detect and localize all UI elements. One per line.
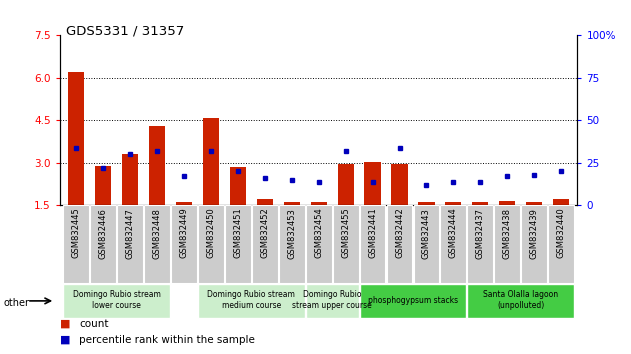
FancyBboxPatch shape bbox=[360, 205, 386, 283]
Text: GSM832442: GSM832442 bbox=[395, 208, 404, 258]
Bar bbox=[95, 166, 111, 205]
Bar bbox=[365, 162, 380, 205]
FancyBboxPatch shape bbox=[279, 205, 305, 283]
FancyBboxPatch shape bbox=[225, 205, 251, 283]
Bar bbox=[283, 202, 300, 205]
Text: GSM832438: GSM832438 bbox=[503, 208, 512, 259]
Text: GSM832440: GSM832440 bbox=[557, 208, 566, 258]
FancyBboxPatch shape bbox=[198, 284, 305, 318]
Text: phosphogypsum stacks: phosphogypsum stacks bbox=[368, 296, 458, 305]
FancyBboxPatch shape bbox=[252, 205, 278, 283]
FancyBboxPatch shape bbox=[360, 284, 466, 318]
Bar bbox=[418, 202, 435, 205]
Bar bbox=[499, 201, 516, 205]
Bar bbox=[68, 72, 84, 205]
Text: GSM832445: GSM832445 bbox=[71, 208, 81, 258]
Bar bbox=[149, 126, 165, 205]
Text: count: count bbox=[79, 319, 109, 329]
Bar bbox=[310, 202, 327, 205]
Text: GSM832449: GSM832449 bbox=[179, 208, 189, 258]
FancyBboxPatch shape bbox=[144, 205, 170, 283]
FancyBboxPatch shape bbox=[468, 284, 574, 318]
FancyBboxPatch shape bbox=[305, 284, 358, 318]
FancyBboxPatch shape bbox=[117, 205, 143, 283]
Text: GSM832452: GSM832452 bbox=[260, 208, 269, 258]
FancyBboxPatch shape bbox=[440, 205, 466, 283]
Bar bbox=[257, 199, 273, 205]
Bar bbox=[526, 202, 542, 205]
FancyBboxPatch shape bbox=[494, 205, 520, 283]
FancyBboxPatch shape bbox=[548, 205, 574, 283]
Text: Domingo Rubio stream
lower course: Domingo Rubio stream lower course bbox=[73, 291, 160, 310]
Text: GSM832451: GSM832451 bbox=[233, 208, 242, 258]
FancyBboxPatch shape bbox=[63, 284, 170, 318]
Text: ■: ■ bbox=[60, 319, 71, 329]
Bar bbox=[230, 167, 246, 205]
Bar bbox=[553, 199, 569, 205]
FancyBboxPatch shape bbox=[171, 205, 197, 283]
Bar bbox=[176, 202, 192, 205]
Text: other: other bbox=[3, 298, 29, 308]
Text: GSM832446: GSM832446 bbox=[98, 208, 107, 258]
Text: GDS5331 / 31357: GDS5331 / 31357 bbox=[66, 25, 184, 38]
Bar bbox=[391, 164, 408, 205]
Text: GSM832454: GSM832454 bbox=[314, 208, 323, 258]
Text: Domingo Rubio
stream upper course: Domingo Rubio stream upper course bbox=[292, 291, 372, 310]
Text: GSM832437: GSM832437 bbox=[476, 208, 485, 259]
Text: GSM832448: GSM832448 bbox=[153, 208, 162, 258]
FancyBboxPatch shape bbox=[413, 205, 439, 283]
Text: GSM832455: GSM832455 bbox=[341, 208, 350, 258]
Text: ■: ■ bbox=[60, 335, 71, 345]
Text: GSM832443: GSM832443 bbox=[422, 208, 431, 258]
FancyBboxPatch shape bbox=[198, 205, 224, 283]
Text: GSM832444: GSM832444 bbox=[449, 208, 458, 258]
FancyBboxPatch shape bbox=[521, 205, 547, 283]
Text: percentile rank within the sample: percentile rank within the sample bbox=[79, 335, 255, 345]
FancyBboxPatch shape bbox=[468, 205, 493, 283]
FancyBboxPatch shape bbox=[63, 205, 89, 283]
Text: GSM832439: GSM832439 bbox=[530, 208, 539, 258]
Bar bbox=[203, 118, 219, 205]
FancyBboxPatch shape bbox=[387, 205, 413, 283]
Bar bbox=[472, 202, 488, 205]
Bar bbox=[122, 154, 138, 205]
Text: GSM832450: GSM832450 bbox=[206, 208, 215, 258]
Text: GSM832453: GSM832453 bbox=[287, 208, 296, 258]
Bar bbox=[338, 164, 354, 205]
Bar bbox=[445, 202, 461, 205]
Text: GSM832447: GSM832447 bbox=[126, 208, 134, 258]
Text: Santa Olalla lagoon
(unpolluted): Santa Olalla lagoon (unpolluted) bbox=[483, 291, 558, 310]
FancyBboxPatch shape bbox=[333, 205, 358, 283]
FancyBboxPatch shape bbox=[305, 205, 332, 283]
Text: GSM832441: GSM832441 bbox=[368, 208, 377, 258]
FancyBboxPatch shape bbox=[90, 205, 116, 283]
Text: Domingo Rubio stream
medium course: Domingo Rubio stream medium course bbox=[208, 291, 295, 310]
